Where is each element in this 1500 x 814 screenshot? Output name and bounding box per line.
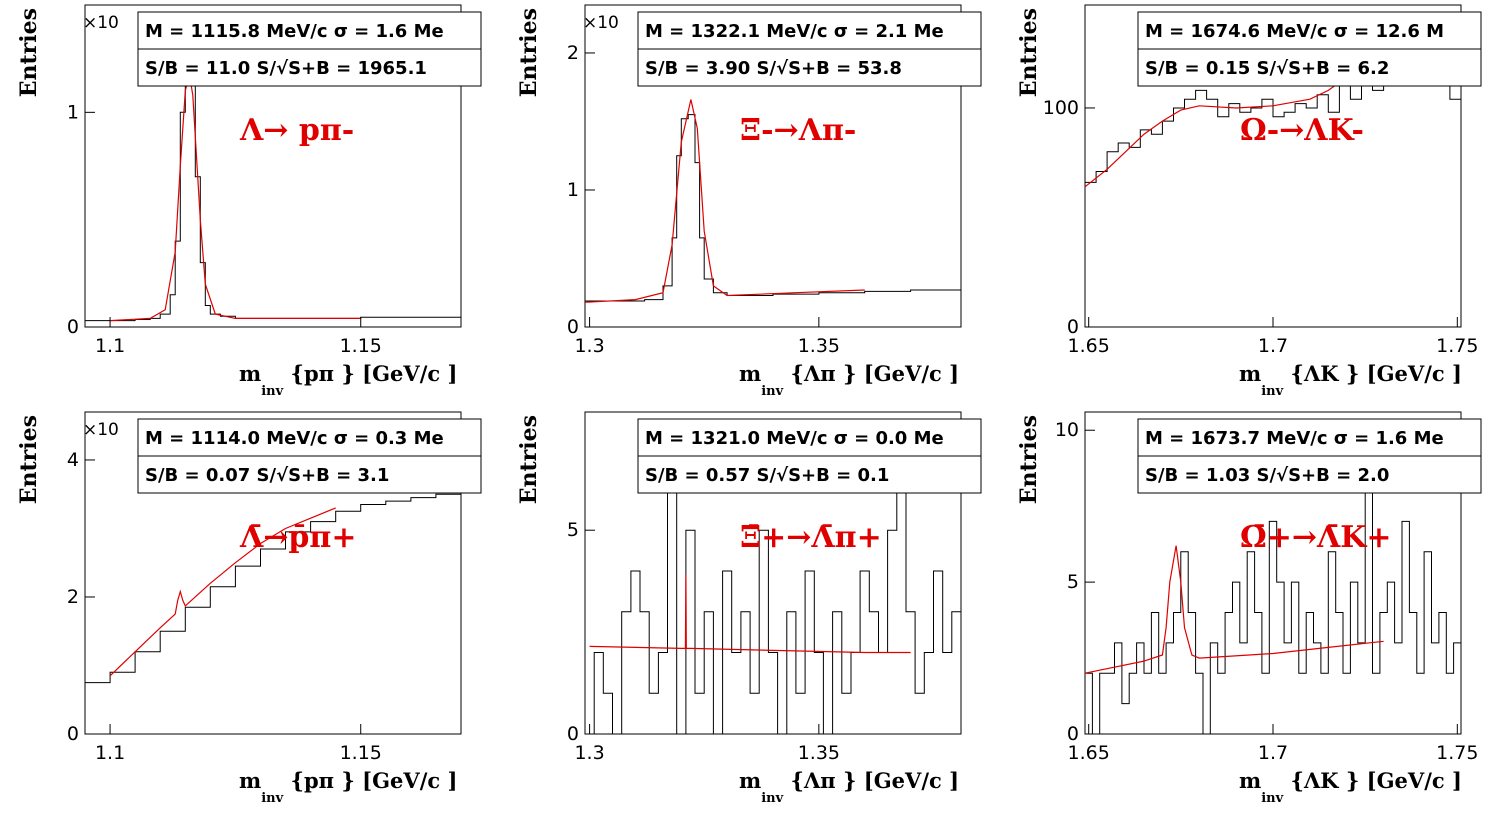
y-tick-label: 0 <box>67 316 79 338</box>
stats-line-1: M = 1321.0 MeV/c σ = 0.0 Me <box>645 428 944 449</box>
x-axis-label-sub: inv <box>1261 791 1283 806</box>
x-tick-label: 1.65 <box>1068 335 1110 357</box>
decay-label: Λ→ pπ- <box>239 113 354 148</box>
x-axis-label: minv {ΛK } [GeV/c ] <box>1239 768 1462 806</box>
x-tick-label: 1.15 <box>340 335 382 357</box>
y-axis-label: Entries <box>516 8 542 97</box>
y-tick-label: 2 <box>567 42 579 64</box>
stats-line-2: S/B = 0.57 S/√S+B = 0.1 <box>645 465 889 486</box>
x-axis-label: minv {ΛK } [GeV/c ] <box>1239 361 1462 399</box>
x-tick-label: 1.35 <box>798 335 840 357</box>
y-tick-label: 5 <box>1067 571 1079 593</box>
x-axis-label-main: m <box>739 361 761 386</box>
y-axis-label: Entries <box>16 8 42 97</box>
y-tick-label: 0 <box>1067 316 1079 338</box>
x-tick-label: 1.65 <box>1068 742 1110 764</box>
y-tick-label: 4 <box>67 449 79 471</box>
decay-label: Ω-→ΛK- <box>1240 113 1364 148</box>
y-tick-label: 1 <box>567 179 579 201</box>
x-tick-label: 1.75 <box>1436 335 1478 357</box>
x-axis-label-sub: inv <box>761 791 783 806</box>
x-axis-label-main: m <box>1239 768 1261 793</box>
stats-line-1: M = 1322.1 MeV/c σ = 2.1 Me <box>645 21 944 42</box>
stats-line-2: S/B = 3.90 S/√S+B = 53.8 <box>645 58 902 79</box>
x-tick-label: 1.3 <box>574 335 604 357</box>
x-tick-label: 1.75 <box>1436 742 1478 764</box>
decay-label: Λ̄→p̄π+ <box>239 520 356 555</box>
decay-label: Ω̄+→Λ̄K+ <box>1240 520 1391 555</box>
plot-frame <box>84 411 462 735</box>
x-axis-label-sub: inv <box>1261 384 1283 399</box>
y-tick-label: 10 <box>1055 419 1079 441</box>
y-tick-label: 0 <box>1067 723 1079 745</box>
x-axis-label-sub: inv <box>261 791 283 806</box>
y-tick-label: 100 <box>1043 97 1079 119</box>
y-tick-label: 0 <box>567 723 579 745</box>
stats-line-1: M = 1674.6 MeV/c σ = 12.6 M <box>1145 21 1444 42</box>
chart-panel-top-middle: 1.3 1.35 0 1 2 Entries ×10 minv {Λπ } [GeV/c ] M… <box>516 4 982 399</box>
x-axis-label-rest: {Λπ } [GeV/c ] <box>783 768 959 793</box>
x-tick-label: 1.3 <box>574 742 604 764</box>
x-axis-label-rest: {ΛK } [GeV/c ] <box>1283 768 1462 793</box>
x-axis-label: minv {pπ } [GeV/c ] <box>239 361 457 399</box>
decay-label: Ξ̄+→Λ̄π+ <box>740 520 882 555</box>
chart-panel-top-left: 1.1 1.15 0 1 Entries ×10 minv {pπ } [GeV/c ] M … <box>16 4 482 399</box>
chart-panel-bottom-right: 1.65 1.7 1.75 0 5 10 Entries minv {ΛK } [GeV/c … <box>1016 411 1482 806</box>
fit-curve <box>584 99 865 303</box>
fit-curve <box>589 574 911 654</box>
y-tick-label: 2 <box>67 586 79 608</box>
exponent-label: ×10 <box>583 13 619 33</box>
fit-curve <box>1084 545 1384 674</box>
x-tick-label: 1.35 <box>798 742 840 764</box>
exponent-label: ×10 <box>83 420 119 440</box>
y-tick-label: 1 <box>67 101 79 123</box>
x-tick-label: 1.1 <box>95 742 125 764</box>
x-axis-label-main: m <box>239 768 261 793</box>
stats-line-1: M = 1114.0 MeV/c σ = 0.3 Me <box>145 428 444 449</box>
decay-label: Ξ-→Λπ- <box>740 113 856 148</box>
x-axis-label-rest: {ΛK } [GeV/c ] <box>1283 361 1462 386</box>
x-tick-label: 1.15 <box>340 742 382 764</box>
x-axis-label: minv {pπ } [GeV/c ] <box>239 768 457 806</box>
x-axis-label: minv {Λπ } [GeV/c ] <box>739 768 959 806</box>
y-tick-label: 0 <box>567 316 579 338</box>
plot-frame <box>584 411 962 735</box>
histogram-series <box>85 487 462 684</box>
x-tick-label: 1.1 <box>95 335 125 357</box>
histogram-series <box>1085 490 1462 735</box>
x-axis-label-sub: inv <box>761 384 783 399</box>
chart-panel-bottom-middle: 1.3 1.35 0 5 Entries minv {Λπ } [GeV/c ] M = 1… <box>516 411 982 806</box>
x-axis-label-rest: {pπ } [GeV/c ] <box>283 361 457 386</box>
x-axis-label-rest: {Λπ } [GeV/c ] <box>783 361 959 386</box>
y-axis-label: Entries <box>1016 415 1042 504</box>
y-tick-label: 0 <box>67 723 79 745</box>
y-axis-label: Entries <box>516 415 542 504</box>
x-axis-label-sub: inv <box>261 384 283 399</box>
stats-line-1: M = 1115.8 MeV/c σ = 1.6 Me <box>145 21 444 42</box>
y-axis-label: Entries <box>1016 8 1042 97</box>
stats-line-2: S/B = 1.03 S/√S+B = 2.0 <box>1145 465 1389 486</box>
x-axis-label-main: m <box>739 768 761 793</box>
stats-line-1: M = 1673.7 MeV/c σ = 1.6 Me <box>1145 428 1444 449</box>
exponent-label: ×10 <box>83 13 119 33</box>
fit-curve <box>109 507 336 677</box>
plot-frame <box>84 4 462 328</box>
chart-panel-bottom-left: 1.1 1.15 0 2 4 Entries ×10 minv {pπ } [GeV/c ] M… <box>16 411 482 806</box>
stats-line-2: S/B = 11.0 S/√S+B = 1965.1 <box>145 58 427 79</box>
x-axis-label-rest: {pπ } [GeV/c ] <box>283 768 457 793</box>
y-axis-label: Entries <box>16 415 42 504</box>
x-tick-label: 1.7 <box>1258 335 1288 357</box>
histogram-series <box>585 114 962 302</box>
x-axis-label-main: m <box>1239 361 1261 386</box>
x-tick-label: 1.7 <box>1258 742 1288 764</box>
y-tick-label: 5 <box>567 519 579 541</box>
fit-curve <box>110 73 361 322</box>
x-axis-label-main: m <box>239 361 261 386</box>
stats-line-2: S/B = 0.15 S/√S+B = 6.2 <box>1145 58 1389 79</box>
stats-line-2: S/B = 0.07 S/√S+B = 3.1 <box>145 465 389 486</box>
x-axis-label: minv {Λπ } [GeV/c ] <box>739 361 959 399</box>
plot-frame <box>584 4 962 328</box>
